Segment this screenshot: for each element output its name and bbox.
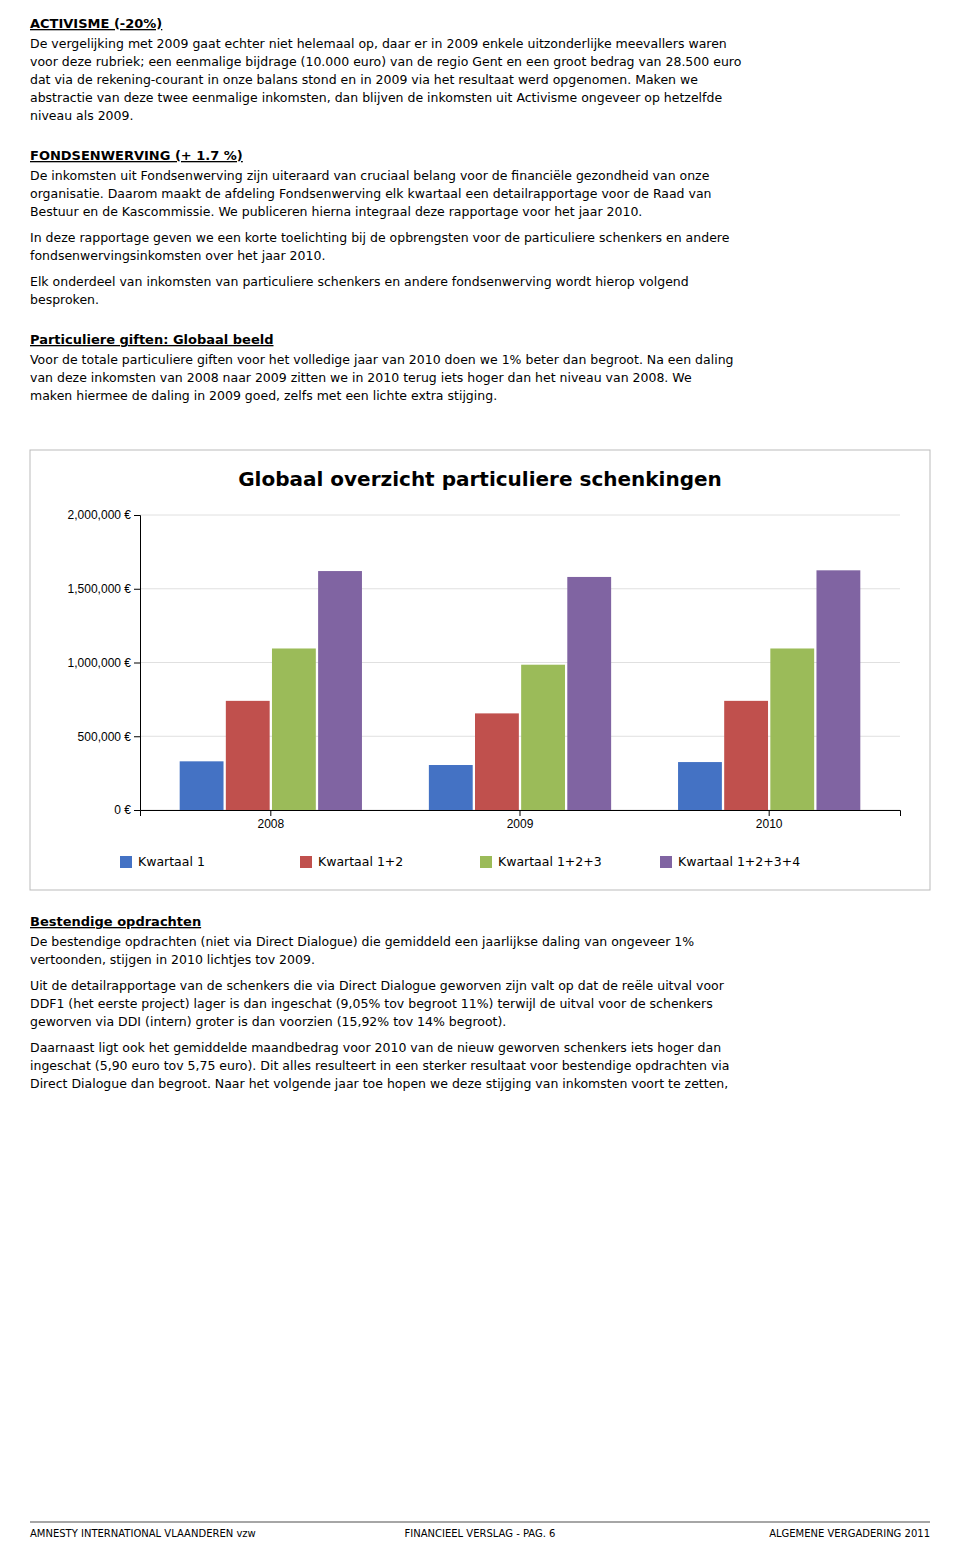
- y-tick-label: 2,000,000 €: [68, 508, 132, 522]
- bar: [180, 761, 224, 810]
- x-tick: 2010: [756, 810, 783, 831]
- bar: [724, 701, 768, 810]
- grid-line: [140, 588, 900, 589]
- y-tick: 1,500,000 €: [68, 582, 140, 596]
- legend-swatch: [660, 856, 672, 868]
- bar: [816, 570, 860, 810]
- x-tick-mark: [520, 810, 521, 816]
- body-text: dat via de rekening-courant in onze bala…: [30, 72, 698, 87]
- body-text: maken hiermee de daling in 2009 goed, ze…: [30, 388, 497, 403]
- body-text: niveau als 2009.: [30, 108, 133, 123]
- body-text: organisatie. Daarom maakt de afdeling Fo…: [30, 186, 712, 201]
- bar: [475, 713, 519, 810]
- y-tick-mark: [134, 515, 140, 516]
- legend: Kwartaal 1 Kwartaal 1+2 Kwartaal 1+2+3 Kwar…: [120, 854, 800, 869]
- bar: [770, 648, 814, 810]
- body-text: Daarnaast ligt ook het gemiddelde maandb…: [30, 1040, 721, 1055]
- bar-series: [318, 570, 860, 810]
- body-text: fondsenwervingsinkomsten over het jaar 2…: [30, 248, 325, 263]
- bar: [272, 648, 316, 810]
- x-tick-label: 2010: [756, 817, 783, 831]
- legend-swatch: [480, 856, 492, 868]
- y-tick-label: 1,000,000 €: [68, 656, 132, 670]
- legend-swatch: [120, 856, 132, 868]
- body-text: vertoonden, stijgen in 2010 lichtjes tov…: [30, 952, 315, 967]
- section-heading: ACTIVISME (-20%): [30, 16, 162, 31]
- y-tick-label: 500,000 €: [78, 730, 132, 744]
- y-tick-mark: [134, 736, 140, 737]
- axis-domain: [134, 516, 141, 811]
- body-text: abstractie van deze twee eenmalige inkom…: [30, 90, 722, 105]
- footer-text: AMNESTY INTERNATIONAL VLAANDEREN vzw: [30, 1528, 256, 1539]
- y-tick: 1,000,000 €: [68, 656, 140, 670]
- x-tick-label: 2009: [507, 817, 534, 831]
- body-text: Elk onderdeel van inkomsten van particul…: [30, 274, 689, 289]
- bar: [678, 762, 722, 810]
- bar: [521, 665, 565, 810]
- x-axis: 2008 2009 2010: [141, 810, 901, 831]
- legend-label: Kwartaal 1+2+3: [498, 854, 602, 869]
- grid-line: [140, 515, 900, 516]
- body-text: voor deze rubriek; een eenmalige bijdrag…: [30, 54, 741, 69]
- body-text: In deze rapportage geven we een korte to…: [30, 230, 730, 245]
- body-text: Voor de totale particuliere giften voor …: [30, 352, 734, 367]
- y-tick-mark: [134, 589, 140, 590]
- legend-label: Kwartaal 1+2+3+4: [678, 854, 800, 869]
- x-tick-label: 2008: [257, 817, 284, 831]
- body-text: ingeschat (5,90 euro tov 5,75 euro). Dit…: [30, 1058, 729, 1073]
- body-text: De vergelijking met 2009 gaat echter nie…: [30, 36, 727, 51]
- page: ACTIVISME (-20%) De vergelijking met 2009…: [0, 0, 960, 1545]
- bar: [429, 765, 473, 810]
- legend-label: Kwartaal 1: [138, 854, 205, 869]
- axis-domain: [141, 811, 901, 817]
- x-tick: 2009: [507, 810, 534, 831]
- y-tick-mark: [134, 810, 140, 811]
- body-text: besproken.: [30, 292, 99, 307]
- chart-title: Globaal overzicht particuliere schenking…: [238, 467, 722, 491]
- body-text: Direct Dialogue dan begroot. Naar het vo…: [30, 1076, 728, 1091]
- bar: [318, 571, 362, 810]
- grid: [140, 515, 900, 810]
- y-tick-label: 1,500,000 €: [68, 582, 132, 596]
- y-tick: 0 €: [114, 803, 140, 817]
- section-heading: Particuliere giften: Globaal beeld: [30, 332, 274, 347]
- bar: [226, 701, 270, 810]
- footer: AMNESTY INTERNATIONAL VLAANDEREN vzw FINA…: [30, 1522, 930, 1539]
- body-text: DDF1 (het eerste project) lager is dan i…: [30, 996, 713, 1011]
- footer-rule: [30, 1522, 930, 1523]
- body-text: Bestuur en de Kascommissie. We publicere…: [30, 204, 642, 219]
- section-heading: FONDSENWERVING (+ 1.7 %): [30, 148, 243, 163]
- legend-label: Kwartaal 1+2: [318, 854, 403, 869]
- body-text: geworven via DDI (intern) groter is dan …: [30, 1014, 506, 1029]
- y-tick-label: 0 €: [114, 803, 131, 817]
- bars: [180, 570, 861, 810]
- x-tick: 2008: [257, 810, 284, 831]
- y-tick: 500,000 €: [78, 730, 140, 744]
- body-text: van deze inkomsten van 2008 naar 2009 zi…: [30, 370, 692, 385]
- y-tick: 2,000,000 €: [68, 508, 140, 522]
- body-text: De bestendige opdrachten (niet via Direc…: [30, 934, 694, 949]
- footer-text: ALGEMENE VERGADERING 2011: [769, 1528, 930, 1539]
- y-axis: 0 € 500,000 € 1,000,000 € 1,500,000 € 2,000,…: [68, 508, 141, 817]
- chart-frame: [30, 450, 930, 890]
- x-tick-mark: [769, 810, 770, 816]
- page-text: ACTIVISME (-20%) De vergelijking met 2009…: [30, 16, 741, 1091]
- body-text: Uit de detailrapportage van de schenkers…: [30, 978, 725, 993]
- x-tick-mark: [270, 810, 271, 816]
- section-heading: Bestendige opdrachten: [30, 914, 201, 929]
- chart: Globaal overzicht particuliere schenking…: [30, 450, 930, 890]
- footer-text: FINANCIEEL VERSLAG - PAG. 6: [405, 1528, 556, 1539]
- y-tick-mark: [134, 663, 140, 664]
- legend-swatch: [300, 856, 312, 868]
- bar: [567, 577, 611, 810]
- body-text: De inkomsten uit Fondsenwerving zijn uit…: [30, 168, 710, 183]
